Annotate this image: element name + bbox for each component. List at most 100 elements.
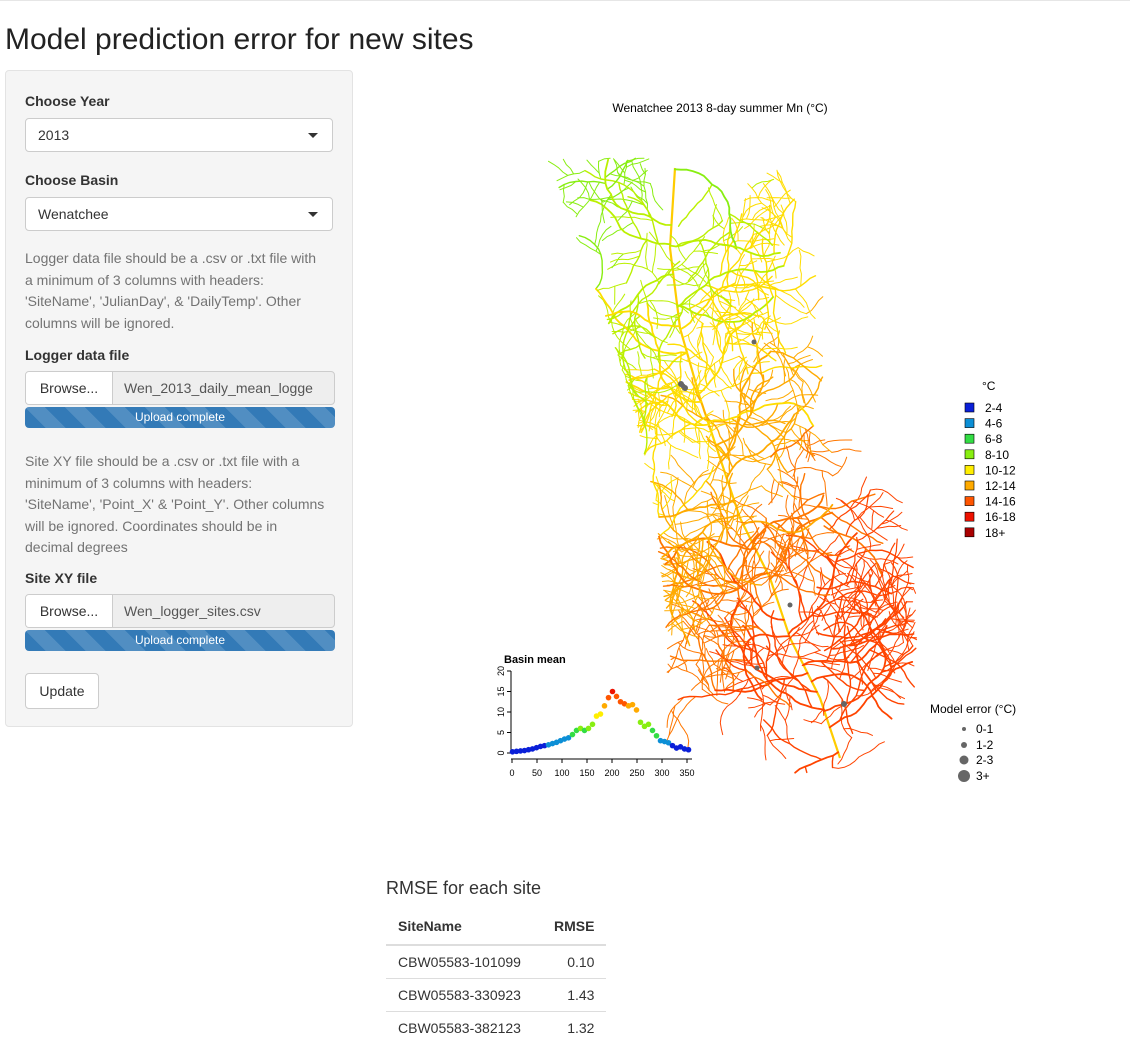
site-marker	[787, 602, 793, 608]
stream-segment	[828, 644, 864, 656]
stream-segment	[879, 646, 904, 656]
x-tick-label: 300	[654, 768, 669, 778]
y-tick-label: 0	[496, 750, 506, 755]
stream-segment	[839, 643, 846, 680]
stream-segment	[663, 360, 678, 382]
stream-segment	[601, 222, 634, 241]
stream-segment	[798, 249, 802, 287]
stream-segment	[722, 217, 730, 253]
stream-segment	[714, 574, 730, 594]
stream-segment	[753, 369, 774, 392]
stream-segment	[778, 514, 809, 520]
stream-segment	[890, 562, 899, 610]
logger-file-input[interactable]: Browse... Wen_2013_daily_mean_logge	[25, 371, 335, 405]
stream-segment	[670, 656, 677, 660]
stream-segment	[701, 549, 739, 590]
stream-segment	[723, 671, 740, 692]
stream-segment	[822, 439, 853, 446]
stream-segment	[849, 476, 867, 509]
help-line: minimum of 3 columns with headers:	[25, 474, 253, 491]
stream-segment	[643, 376, 648, 455]
stream-segment	[598, 157, 611, 162]
stream-segment	[693, 250, 719, 255]
data-point	[637, 719, 644, 726]
stream-segment	[712, 204, 717, 229]
stream-segment	[650, 480, 689, 511]
stream-segment	[776, 642, 829, 653]
stream-segment	[765, 247, 799, 263]
stream-segment	[598, 160, 602, 180]
stream-segment	[756, 345, 759, 365]
stream-segment	[912, 587, 917, 594]
stream-segment	[693, 410, 714, 426]
stream-segment	[785, 494, 794, 537]
stream-segment	[881, 647, 917, 673]
stream-segment	[769, 342, 795, 377]
stream-segment	[676, 296, 774, 323]
stream-segment	[697, 427, 716, 452]
stream-segment	[660, 394, 739, 425]
stream-segment	[719, 688, 743, 736]
stream-segment	[815, 590, 877, 612]
stream-segment	[577, 187, 630, 200]
stream-segment	[661, 580, 686, 588]
legend-label: 10-12	[985, 463, 1016, 477]
update-button[interactable]: Update	[25, 673, 99, 709]
stream-segment	[669, 234, 687, 261]
table-row: CBW05583-330923 1.43	[386, 978, 607, 1012]
stream-segment	[656, 394, 669, 436]
stream-segment	[820, 704, 845, 725]
stream-segment	[817, 573, 846, 595]
stream-segment	[687, 230, 732, 282]
stream-segment	[696, 326, 716, 329]
stream-segment	[831, 646, 842, 670]
stream-segment	[689, 588, 739, 613]
stream-segment	[802, 504, 837, 518]
stream-segment	[661, 514, 740, 558]
stream-segment	[761, 421, 792, 426]
stream-segment	[700, 331, 708, 387]
stream-segment	[562, 158, 575, 175]
stream-segment	[762, 694, 786, 705]
stream-segment	[780, 204, 788, 235]
stream-segment	[878, 586, 914, 597]
stream-segment	[639, 391, 675, 433]
column-header-rmse[interactable]: RMSE	[542, 908, 607, 946]
column-header-sitename[interactable]: SiteName	[386, 908, 542, 946]
stream-segment	[830, 586, 861, 596]
stream-segment	[869, 559, 887, 599]
stream-segment	[877, 640, 897, 665]
stream-segment	[770, 551, 808, 620]
stream-segment	[695, 624, 710, 665]
stream-segment	[725, 636, 735, 660]
stream-segment	[745, 559, 763, 612]
stream-segment	[894, 556, 914, 559]
stream-segment	[707, 538, 711, 569]
legend-swatch	[964, 418, 975, 428]
stream-segment	[601, 198, 605, 224]
stream-segment	[799, 473, 812, 526]
stream-segment	[678, 609, 707, 662]
stream-segment	[660, 572, 676, 584]
data-point	[565, 735, 572, 741]
stream-segment	[698, 428, 701, 460]
stream-segment	[660, 478, 678, 496]
logger-browse-button[interactable]: Browse...	[26, 372, 113, 404]
data-point	[601, 703, 608, 709]
xy-file-input[interactable]: Browse... Wen_logger_sites.csv	[25, 594, 335, 628]
stream-segment	[797, 247, 815, 257]
legend-swatch	[964, 511, 975, 522]
stream-segment	[595, 225, 612, 252]
year-select[interactable]: 2013	[25, 118, 333, 152]
stream-segment	[740, 214, 782, 221]
stream-segment	[826, 596, 843, 662]
basin-select[interactable]: Wenatchee	[25, 197, 333, 231]
stream-segment	[701, 531, 763, 586]
xy-browse-button[interactable]: Browse...	[26, 595, 113, 627]
stream-segment	[747, 388, 767, 394]
stream-segment	[606, 311, 624, 321]
stream-segment	[854, 597, 865, 627]
stream-segment	[793, 376, 824, 416]
stream-segment	[776, 492, 825, 530]
stream-segment	[793, 423, 833, 453]
